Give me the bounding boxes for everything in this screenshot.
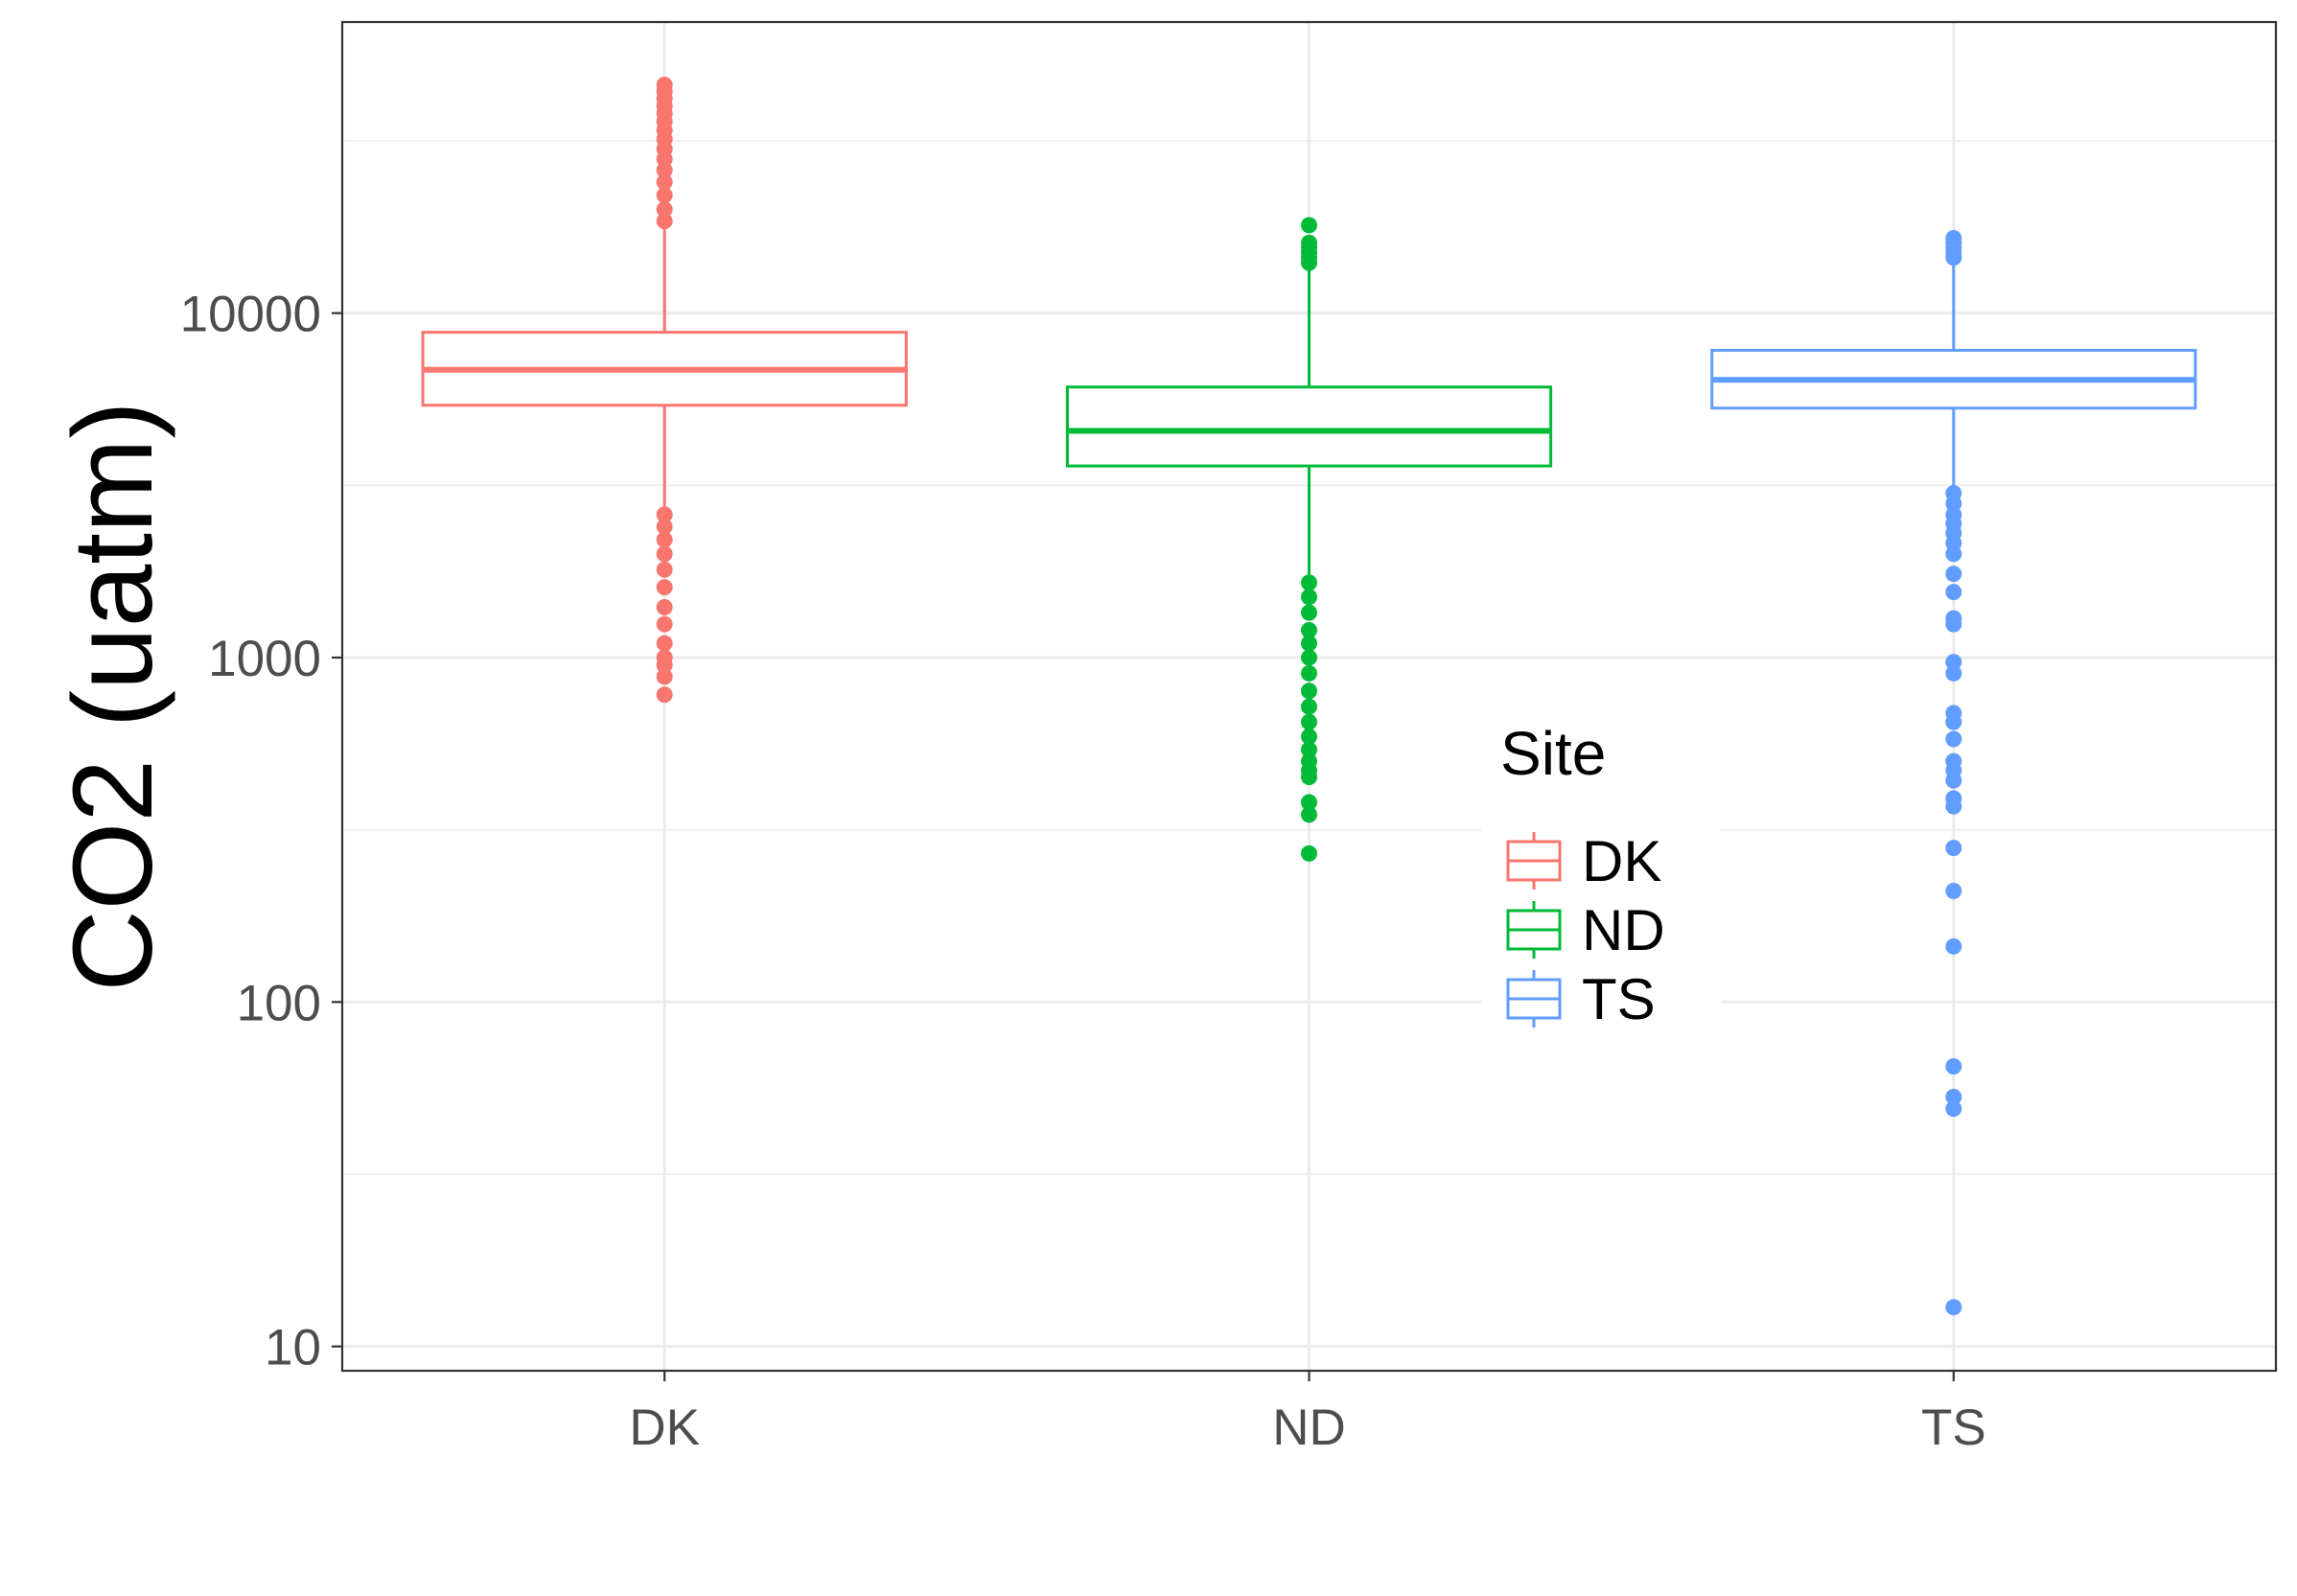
- outlier-point: [656, 615, 673, 633]
- outlier-point: [656, 518, 673, 535]
- outlier-point: [1945, 230, 1962, 247]
- outlier-point: [656, 561, 673, 578]
- outlier-point: [1301, 741, 1317, 758]
- outlier-point: [1945, 1299, 1962, 1316]
- outlier-point: [1945, 664, 1962, 682]
- legend-label: DK: [1582, 829, 1661, 893]
- outlier-point: [656, 77, 673, 94]
- outlier-point: [1945, 1088, 1962, 1105]
- outlier-point: [1301, 589, 1317, 606]
- y-tick-label: 1000: [208, 631, 321, 687]
- box-ts: [1710, 230, 2197, 1316]
- outlier-point: [1301, 794, 1317, 811]
- outlier-point: [1945, 584, 1962, 601]
- outlier-point: [656, 686, 673, 704]
- outlier-point: [1945, 1058, 1962, 1076]
- outlier-point: [1945, 798, 1962, 815]
- y-tick-label: 10: [265, 1320, 321, 1376]
- outlier-point: [656, 657, 673, 674]
- outlier-point: [1945, 730, 1962, 748]
- outlier-point: [1301, 682, 1317, 700]
- legend-item-dk: DK: [1506, 829, 1661, 893]
- outlier-point: [656, 173, 673, 191]
- legend-item-nd: ND: [1506, 898, 1665, 962]
- outlier-point: [656, 187, 673, 204]
- outlier-point: [656, 200, 673, 218]
- outlier-point: [1301, 769, 1317, 786]
- outlier-point: [1945, 615, 1962, 633]
- outlier-point: [1945, 566, 1962, 583]
- outlier-point: [1301, 635, 1317, 652]
- legend-title: Site: [1500, 719, 1606, 788]
- y-axis-title: CO2 (uatm): [50, 401, 176, 991]
- outlier-point: [1301, 664, 1317, 682]
- box-dk: [421, 77, 908, 704]
- outlier-point: [656, 668, 673, 685]
- outlier-point: [1301, 622, 1317, 639]
- outlier-point: [1301, 604, 1317, 621]
- box-layer: [421, 77, 2197, 1316]
- outlier-point: [1945, 937, 1962, 955]
- outlier-point: [1945, 772, 1962, 789]
- outlier-point: [656, 579, 673, 596]
- outlier-point: [1301, 217, 1317, 234]
- outlier-point: [1301, 844, 1317, 862]
- x-tick-label: DK: [629, 1399, 700, 1456]
- outlier-point: [656, 531, 673, 548]
- outlier-point: [1945, 545, 1962, 563]
- outlier-point: [656, 506, 673, 523]
- y-tick-label: 100: [237, 975, 321, 1031]
- outlier-point: [1945, 883, 1962, 900]
- x-tick-label: ND: [1272, 1399, 1346, 1456]
- outlier-point: [656, 598, 673, 615]
- x-tick-label: TS: [1921, 1399, 1986, 1456]
- outlier-point: [1945, 1100, 1962, 1118]
- outlier-point: [656, 635, 673, 652]
- outlier-point: [1301, 234, 1317, 251]
- outlier-point: [1301, 698, 1317, 715]
- box-iqr: [1065, 385, 1553, 468]
- box-nd: [1065, 217, 1553, 862]
- outlier-point: [656, 213, 673, 230]
- outlier-point: [1301, 713, 1317, 730]
- y-tick-label: 10000: [180, 287, 321, 343]
- outlier-point: [1301, 649, 1317, 666]
- legend-item-ts: TS: [1506, 967, 1656, 1031]
- outlier-point: [1945, 654, 1962, 671]
- y-axis: 10 100 1000 10000: [180, 287, 342, 1376]
- outlier-point: [1945, 713, 1962, 730]
- outlier-point: [1945, 840, 1962, 857]
- outlier-point: [1301, 728, 1317, 745]
- legend-label: ND: [1582, 898, 1665, 962]
- x-axis: DK ND TS: [629, 1371, 1986, 1456]
- outlier-point: [1301, 806, 1317, 823]
- outlier-point: [656, 545, 673, 563]
- legend-label: TS: [1582, 967, 1656, 1031]
- outlier-point: [1301, 574, 1317, 591]
